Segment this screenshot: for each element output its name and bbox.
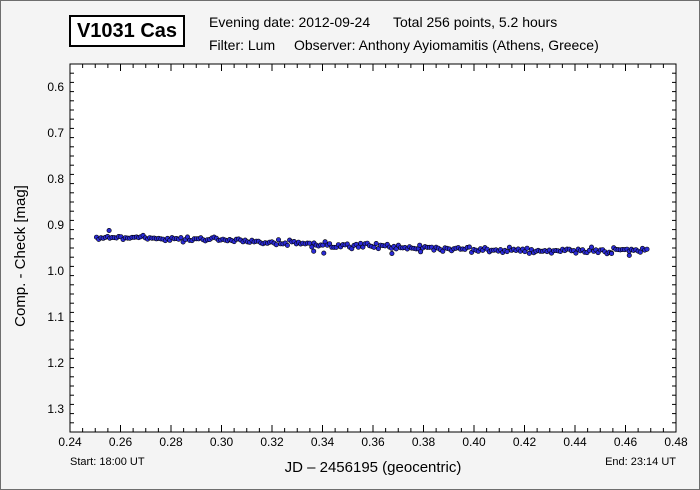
total-points-label: Total 256 points, 5.2 hours	[393, 14, 558, 30]
y-tick-label: 0.6	[47, 80, 64, 94]
data-point	[327, 241, 333, 247]
x-tick-label: 0.46	[614, 435, 638, 449]
data-point	[440, 248, 446, 254]
x-tick-label: 0.38	[412, 435, 436, 449]
data-point	[626, 252, 632, 258]
y-tick-label: 1.3	[47, 402, 64, 416]
start-time-label: Start: 18:00 UT	[70, 456, 145, 468]
data-point	[393, 246, 399, 252]
data-point	[321, 250, 327, 256]
x-tick-label: 0.28	[159, 435, 183, 449]
data-point	[322, 239, 328, 245]
y-tick-label: 1.0	[47, 264, 64, 278]
x-tick-label: 0.40	[462, 435, 486, 449]
data-point	[418, 249, 424, 255]
y-tick-label: 0.8	[47, 172, 64, 186]
end-time-label: End: 23:14 UT	[605, 456, 676, 468]
data-series	[94, 228, 650, 258]
data-point	[373, 241, 379, 247]
x-tick-label: 0.44	[563, 435, 587, 449]
data-point	[637, 249, 643, 255]
x-tick-label: 0.32	[260, 435, 284, 449]
data-point	[522, 249, 528, 255]
x-tick-label: 0.42	[513, 435, 537, 449]
x-tick-label: 0.36	[361, 435, 385, 449]
x-tick-label: 0.30	[210, 435, 234, 449]
star-name: V1031 Cas	[76, 19, 178, 42]
data-point	[185, 234, 191, 240]
data-point	[178, 235, 184, 241]
data-point	[275, 237, 281, 243]
x-tick-label: 0.26	[109, 435, 133, 449]
data-point	[644, 246, 650, 252]
x-tick-label: 0.24	[58, 435, 82, 449]
data-point	[573, 250, 579, 256]
data-point	[609, 251, 615, 257]
data-point	[375, 246, 381, 252]
evening-date-label: Evening date: 2012-09-24	[209, 14, 371, 30]
x-tick-label: 0.34	[311, 435, 335, 449]
data-point	[524, 245, 530, 251]
data-point	[311, 248, 317, 254]
x-tick-label: 0.48	[664, 435, 688, 449]
observer-label: Observer: Anthony Ayiomamitis (Athens, G…	[294, 37, 599, 53]
star-name-box: V1031 Cas	[69, 15, 185, 47]
data-point	[309, 244, 315, 250]
data-point	[389, 251, 395, 257]
data-point	[588, 244, 594, 250]
x-axis-label: JD – 2456195 (geocentric)	[285, 459, 462, 476]
data-point	[273, 242, 279, 248]
y-axis-label: Comp. - Check [mag]	[12, 185, 29, 327]
x-axis: 0.24 0.26 0.28 0.30 0.32 0.34 0.36 0.38 0.40 0.42…	[58, 64, 688, 449]
data-point	[504, 249, 510, 255]
y-tick-label: 1.2	[47, 356, 64, 370]
filter-label: Filter: Lum	[209, 37, 276, 53]
y-tick-label: 0.7	[47, 126, 64, 140]
data-point	[417, 242, 423, 248]
y-axis: 0.6 0.7 0.8 0.9 1.0 1.1 1.2 1.3	[47, 63, 676, 433]
data-point	[284, 242, 290, 248]
data-point	[106, 228, 112, 234]
y-tick-label: 0.9	[47, 218, 64, 232]
y-tick-label: 1.1	[47, 310, 64, 324]
data-point	[371, 244, 377, 250]
data-point	[466, 244, 472, 250]
